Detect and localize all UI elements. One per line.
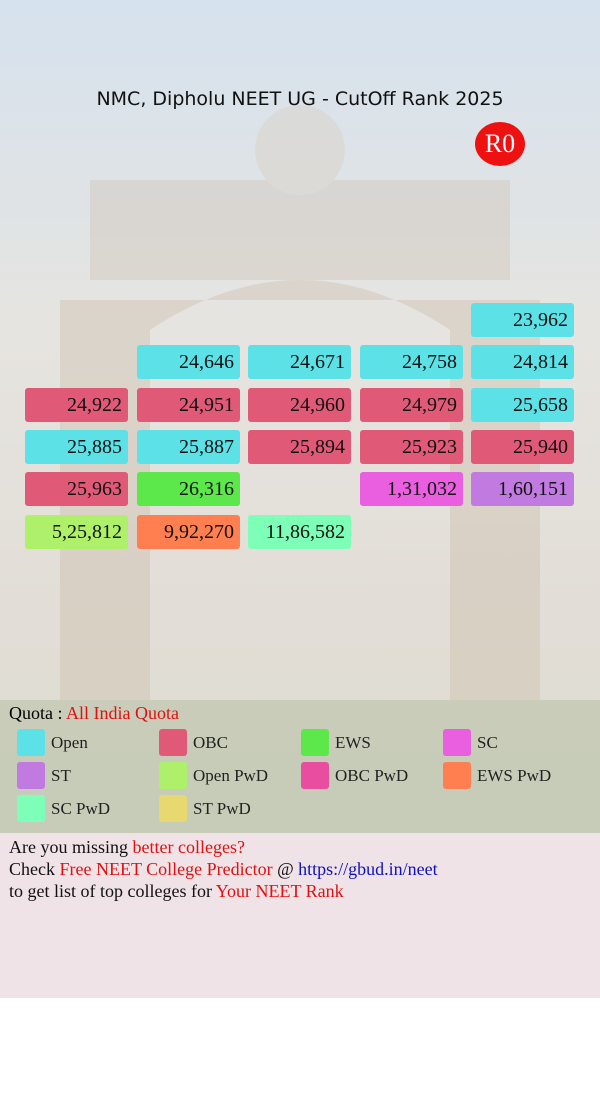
legend-swatch <box>159 762 187 789</box>
rank-cell: 25,963 <box>25 472 128 506</box>
footer-line: to get list of top colleges for Your NEE… <box>9 881 344 902</box>
legend-label: Open PwD <box>193 766 269 785</box>
footer-text: better colleges? <box>132 837 245 857</box>
rank-cell: 24,814 <box>471 345 574 379</box>
rank-cell: 24,951 <box>137 388 240 422</box>
quota-label: Quota : <box>9 703 66 723</box>
rank-cell: 1,60,151 <box>471 472 574 506</box>
rank-cell: 25,658 <box>471 388 574 422</box>
rank-cell: 23,962 <box>471 303 574 337</box>
round-badge: R0 <box>475 122 525 166</box>
legend-swatch <box>159 795 187 822</box>
rank-cell: 9,92,270 <box>137 515 240 549</box>
legend-label: ST <box>51 766 71 785</box>
footer-text: Your NEET Rank <box>215 881 344 901</box>
rank-cell: 26,316 <box>137 472 240 506</box>
quota-value: All India Quota <box>66 703 179 723</box>
title: NMC, Dipholu NEET UG - CutOff Rank 2025 <box>96 88 504 110</box>
rank-cell: 1,31,032 <box>360 472 463 506</box>
rank-cell: 24,960 <box>248 388 351 422</box>
legend-swatch <box>301 762 329 789</box>
legend-label: Open <box>51 733 88 752</box>
rank-cell: 25,940 <box>471 430 574 464</box>
rank-cell: 11,86,582 <box>248 515 351 549</box>
legend-swatch <box>443 762 471 789</box>
rank-cell: 25,885 <box>25 430 128 464</box>
legend-swatch <box>159 729 187 756</box>
legend-label: EWS PwD <box>477 766 552 785</box>
rank-cell: 25,894 <box>248 430 351 464</box>
rank-cell: 25,887 <box>137 430 240 464</box>
legend-swatch <box>443 729 471 756</box>
footer-text: Free NEET College Predictor <box>59 859 273 879</box>
footer-text: Are you missing <box>9 837 133 857</box>
legend-label: OBC <box>193 733 228 752</box>
legend-label: EWS <box>335 733 371 752</box>
rank-cell: 5,25,812 <box>25 515 128 549</box>
rank-cell: 24,671 <box>248 345 351 379</box>
footer-line: Are you missing better colleges? <box>9 837 245 858</box>
legend-label: OBC PwD <box>335 766 409 785</box>
rank-cell: 24,646 <box>137 345 240 379</box>
legend-swatch <box>301 729 329 756</box>
footer-line: Check Free NEET College Predictor @ http… <box>9 859 438 880</box>
footer-text: @ <box>272 859 299 879</box>
rank-cell: 24,758 <box>360 345 463 379</box>
legend-label: ST PwD <box>193 799 251 818</box>
legend-swatch <box>17 762 45 789</box>
footer: Are you missing better colleges? Check Fr… <box>0 833 600 998</box>
legend-swatch <box>17 729 45 756</box>
gate-illustration <box>0 105 600 833</box>
rank-cell: 25,923 <box>360 430 463 464</box>
legend-label: SC PwD <box>51 799 111 818</box>
footer-text: https://gbud.in/neet <box>298 859 438 879</box>
footer-text: to get list of top colleges for <box>9 881 216 901</box>
quota: Quota : All India Quota <box>9 703 179 724</box>
legend-label: SC <box>477 733 498 752</box>
rank-cell: 24,979 <box>360 388 463 422</box>
footer-text: Check <box>9 859 60 879</box>
legend-swatch <box>17 795 45 822</box>
rank-cell: 24,922 <box>25 388 128 422</box>
